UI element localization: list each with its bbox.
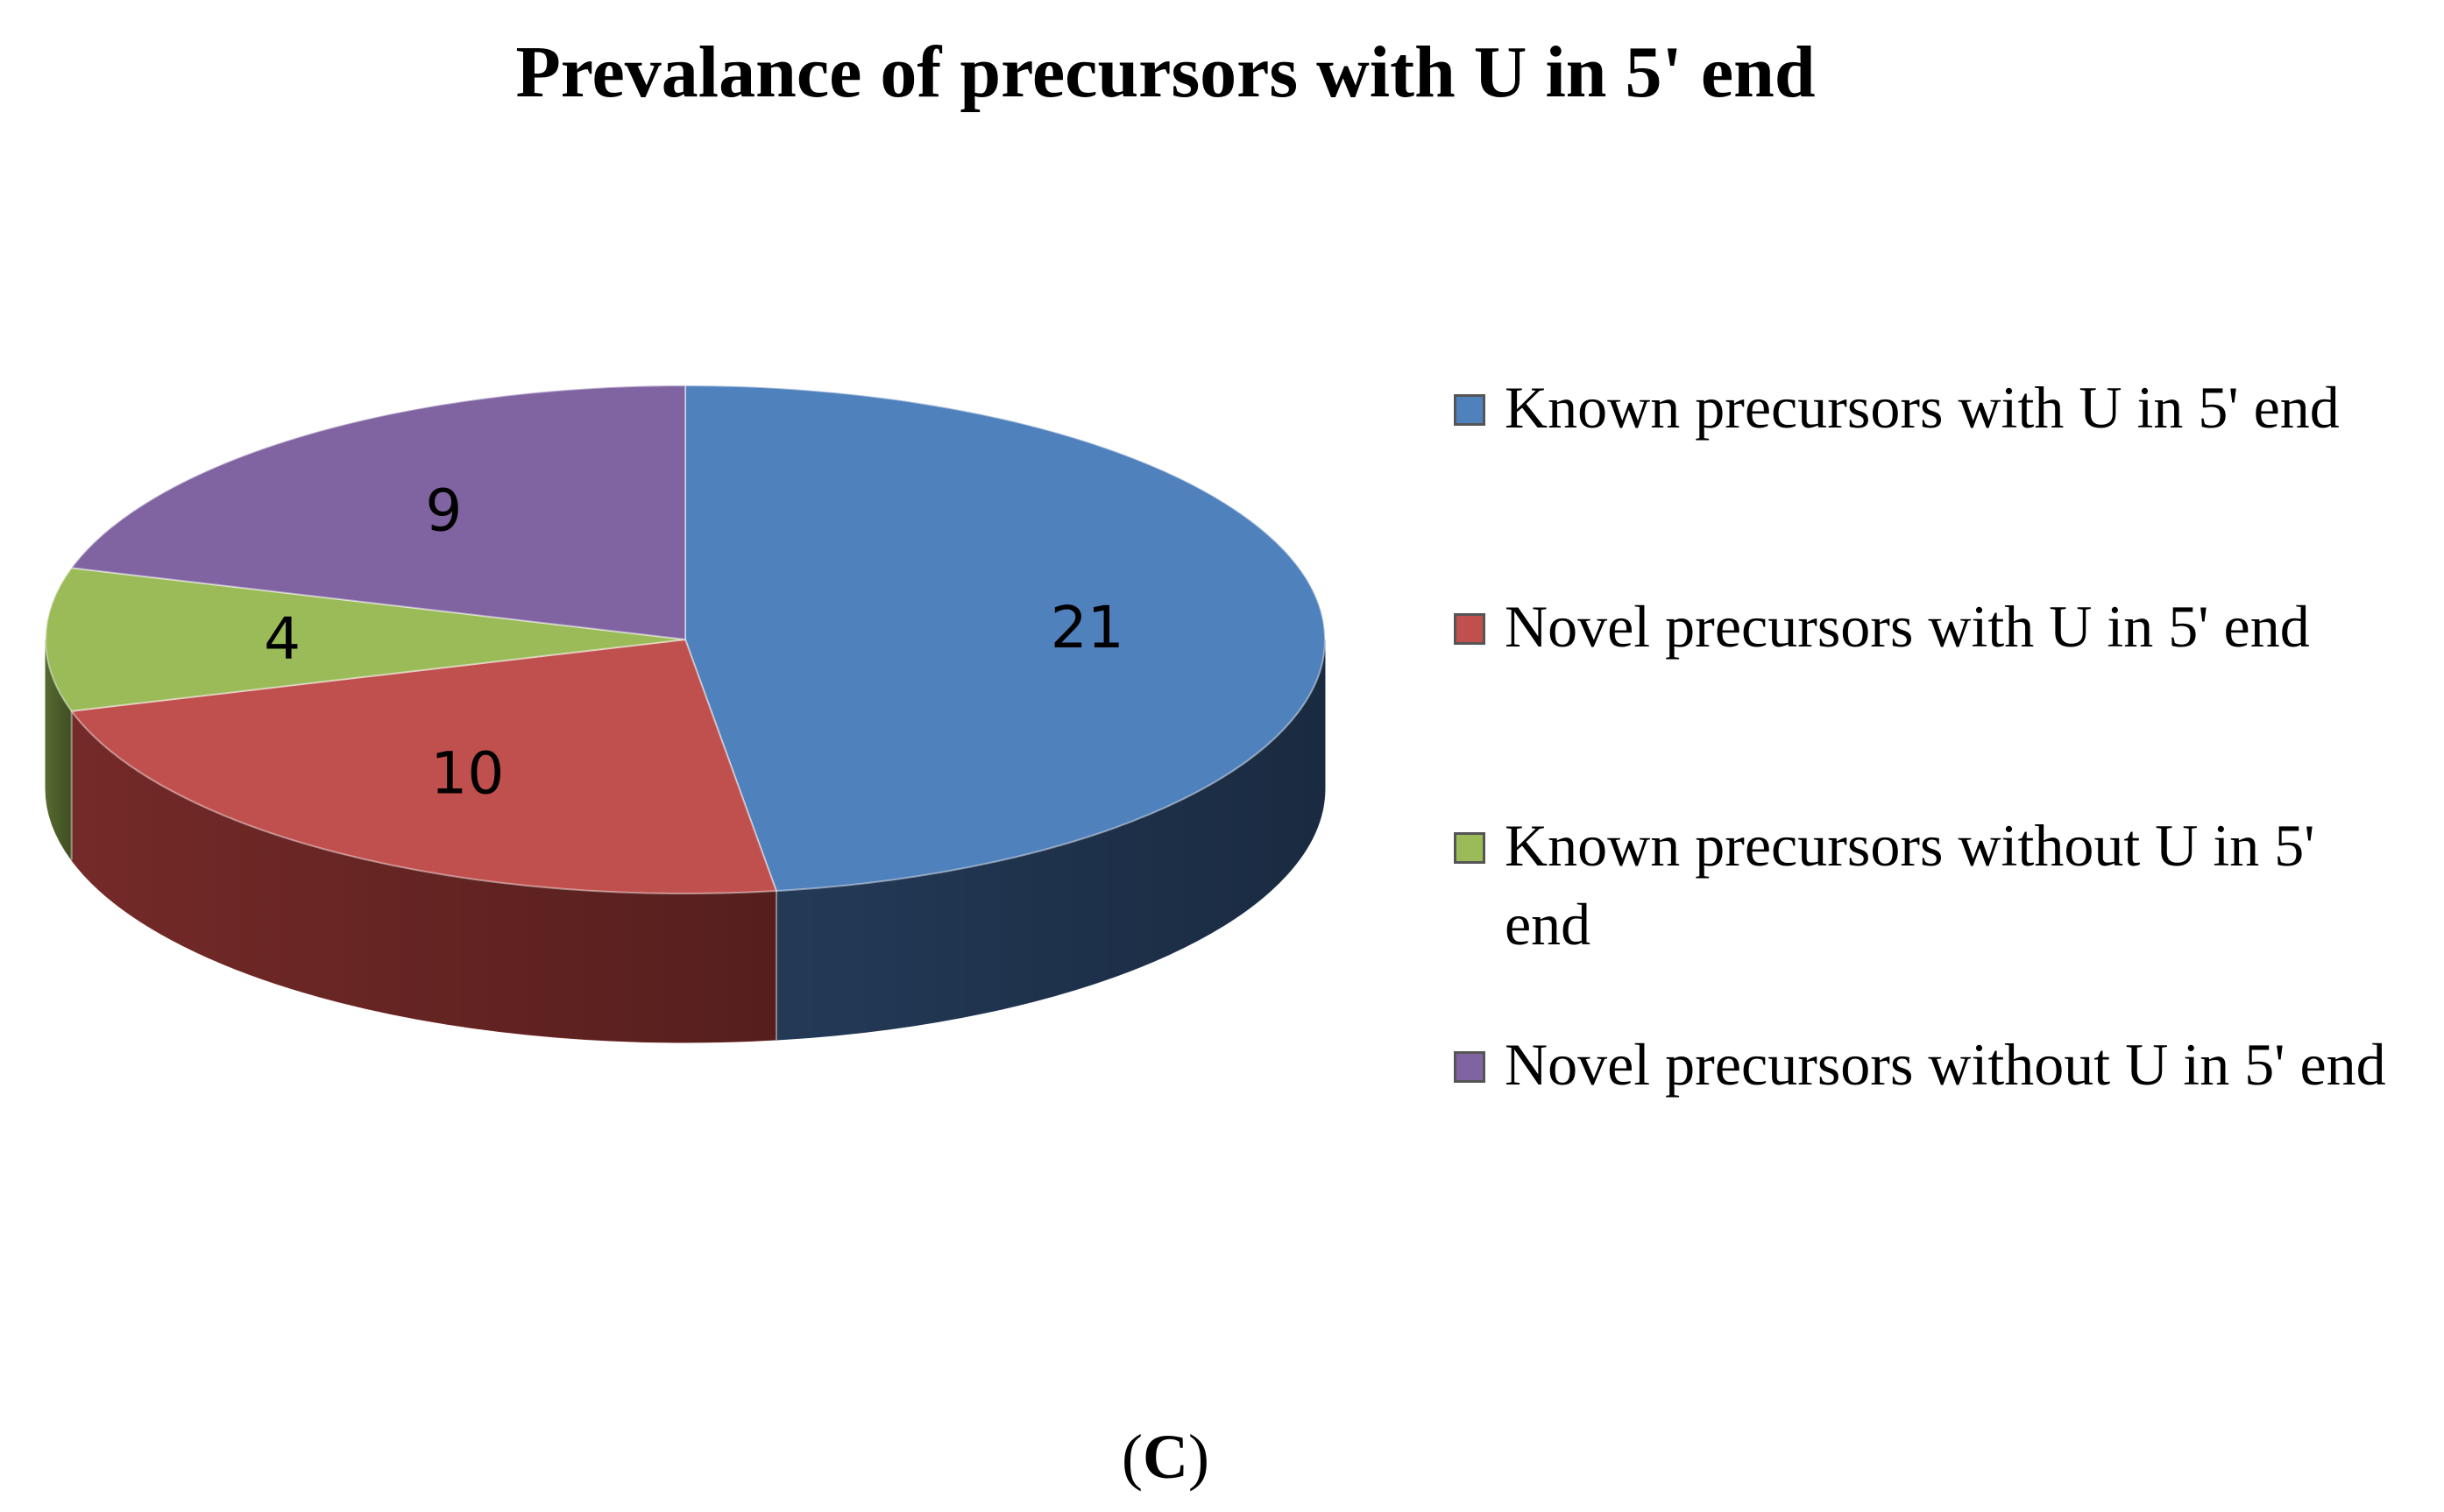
pie-data-label: 10 [430, 740, 504, 808]
legend-label: Novel precursors without U in 5' end [1505, 1031, 2386, 1098]
pie-slice-side-shade [46, 639, 72, 860]
panel-label-letter: C [1143, 1422, 1188, 1492]
legend-item: Known precursors without U in 5' end [1450, 806, 2432, 964]
pie-slice [684, 385, 1326, 893]
pie-top [45, 385, 1326, 894]
pie-data-labels: 21 10 4 9 [264, 477, 1124, 808]
legend-item: Novel precursors without U in 5' end [1450, 1025, 2432, 1104]
legend-item: Known precursors with U in 5' end [1450, 368, 2432, 447]
legend-item: Novel precursors with U in 5' end [1450, 587, 2432, 666]
legend-swatch [1454, 613, 1485, 645]
panel-label-close: ) [1188, 1422, 1209, 1492]
pie-slice-side-shade [71, 710, 776, 1043]
pie-slice-side-shade [776, 639, 1326, 1041]
chart-title: Prevalance of precursors with U in 5' en… [515, 32, 1816, 113]
legend-swatch [1454, 394, 1485, 426]
panel-label-open: ( [1122, 1422, 1143, 1492]
pie-slice [70, 639, 777, 894]
panel-label: (C) [0, 1417, 2331, 1496]
pie-slice [70, 385, 686, 640]
pie-sides [45, 639, 1326, 1043]
pie-data-label: 4 [264, 605, 301, 673]
legend-swatch [1454, 1051, 1485, 1083]
legend-swatch [1454, 832, 1485, 864]
pie-slice [45, 567, 686, 712]
legend-label: Known precursors with U in 5' end [1505, 374, 2340, 441]
pie-data-label: 9 [425, 477, 462, 545]
legend-label: Novel precursors with U in 5' end [1505, 593, 2310, 660]
pie-data-label: 21 [1051, 594, 1124, 661]
legend-label: Known precursors without U in 5' end [1505, 812, 2315, 957]
